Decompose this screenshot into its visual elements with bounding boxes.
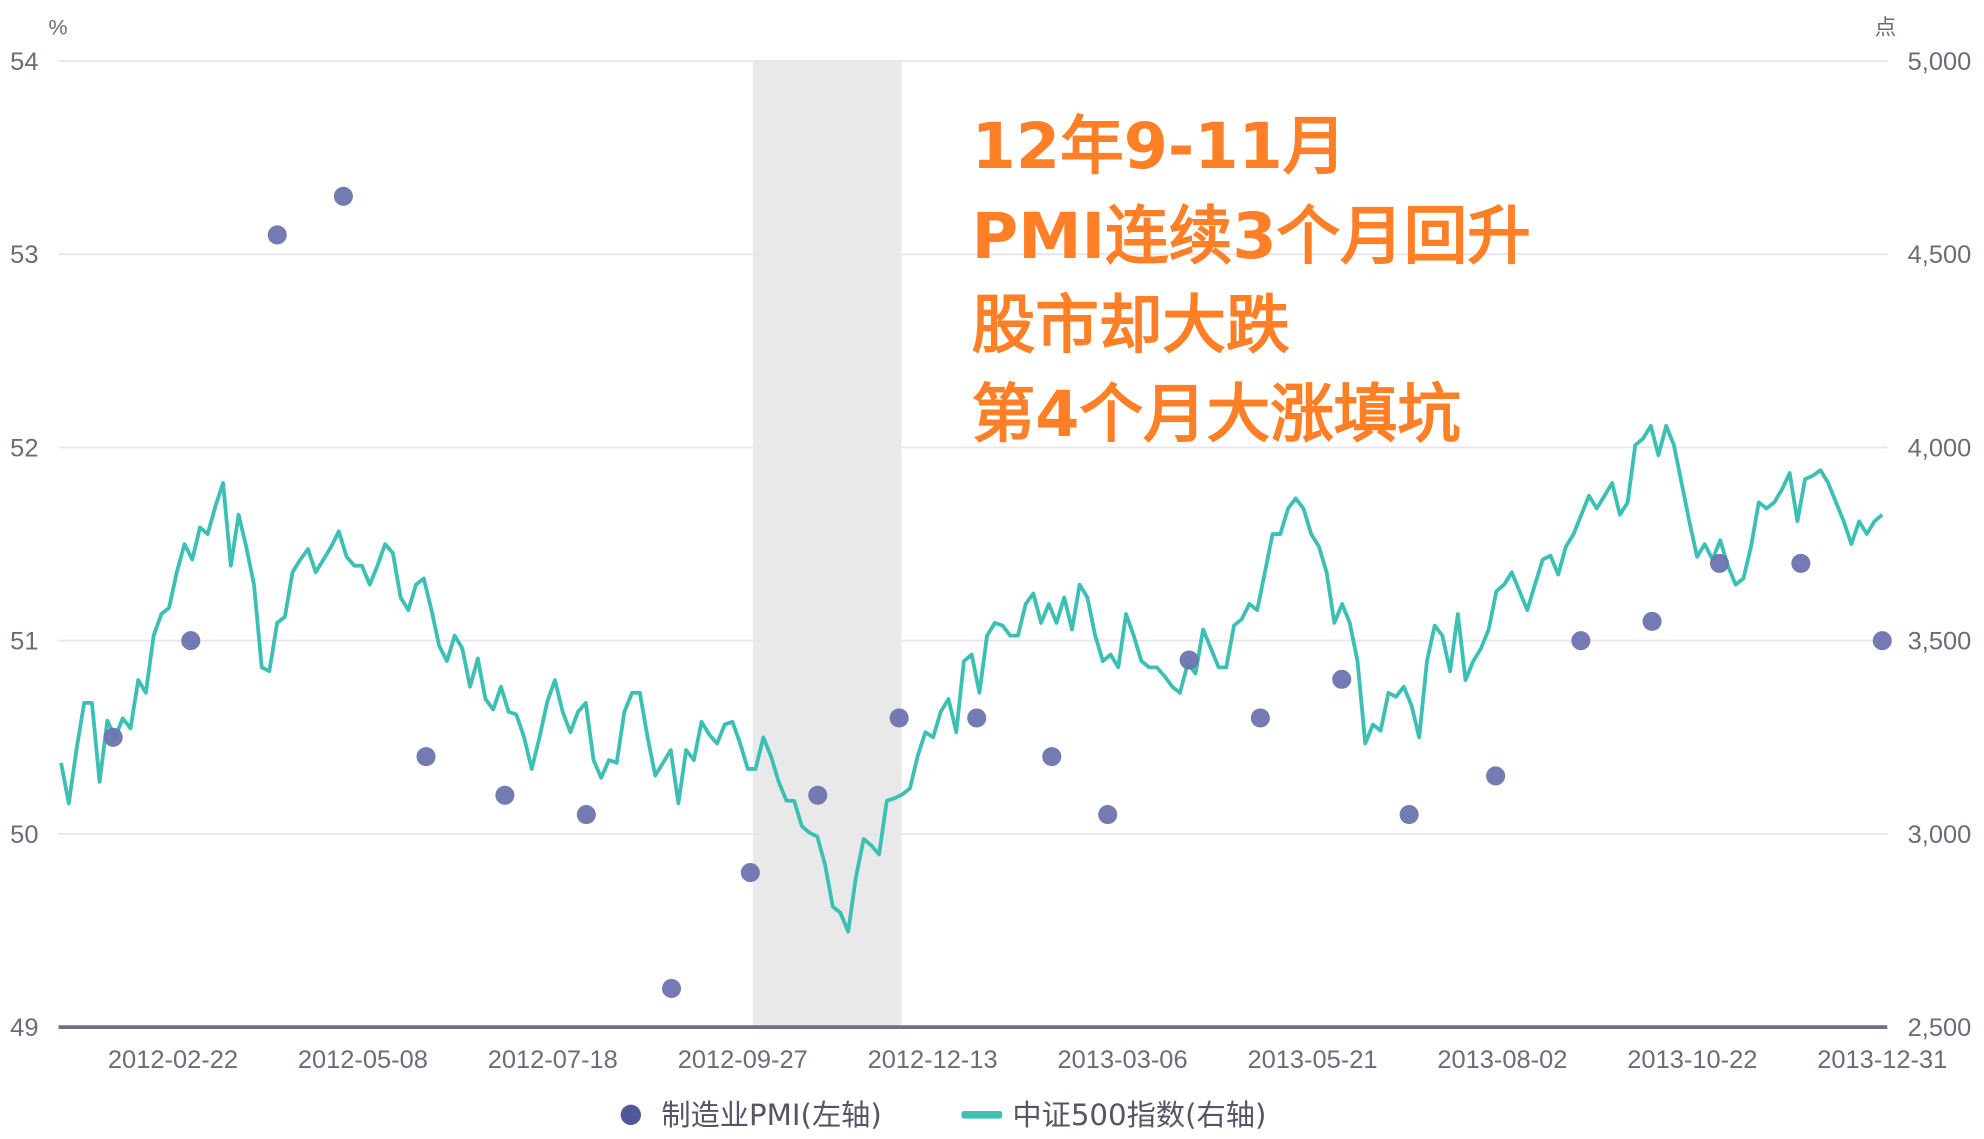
left-tick-label: 53 [10, 241, 38, 269]
pmi-point[interactable] [967, 708, 987, 728]
x-tick-label: 2012-12-13 [868, 1046, 998, 1074]
pmi-point[interactable] [1709, 553, 1730, 573]
highlight-band [752, 61, 902, 1028]
pmi-point[interactable] [740, 863, 760, 883]
x-tick-label: 2013-08-02 [1437, 1046, 1567, 1074]
legend-label-csi500: 中证500指数(右轴) [1012, 1098, 1266, 1132]
annotation-line-4: 第4个月大涨填坑 [972, 377, 1461, 451]
pmi-point[interactable] [1872, 631, 1892, 651]
right-tick-label: 3,500 [1908, 628, 1972, 656]
left-tick-label: 50 [10, 821, 38, 849]
x-tick-label: 2012-05-08 [298, 1046, 428, 1074]
legend: 制造业PMI(左轴) 中证500指数(右轴) [620, 1098, 1266, 1132]
pmi-point[interactable] [808, 785, 828, 805]
left-tick-label: 54 [10, 48, 38, 76]
pmi-point[interactable] [576, 805, 596, 825]
annotation-line-3: 股市却大跌 [972, 288, 1290, 362]
pmi-point[interactable] [1042, 747, 1062, 767]
series-line-csi500 [59, 423, 1884, 934]
pmi-point[interactable] [1250, 708, 1270, 728]
pmi-point[interactable] [661, 978, 682, 999]
legend-item-csi500[interactable]: 中证500指数(右轴) [961, 1098, 1266, 1132]
x-tick-label: 2013-05-21 [1247, 1046, 1377, 1074]
left-axis-unit: % [48, 14, 67, 39]
pmi-point[interactable] [1098, 805, 1118, 825]
legend-label-pmi: 制造业PMI(左轴) [661, 1098, 882, 1132]
pmi-point[interactable] [181, 631, 201, 651]
pmi-point[interactable] [1486, 766, 1506, 786]
right-tick-label: 5,000 [1908, 48, 1972, 76]
legend-marker-pmi [620, 1104, 641, 1126]
right-tick-label: 3,000 [1908, 821, 1972, 849]
x-tick-label: 2012-02-22 [108, 1046, 238, 1074]
pmi-point[interactable] [1571, 631, 1591, 651]
pmi-point[interactable] [333, 186, 353, 206]
annotation-line-1: 12年9-11月 [972, 109, 1347, 183]
x-tick-label: 2013-12-31 [1817, 1046, 1947, 1074]
pmi-point[interactable] [103, 727, 123, 747]
legend-marker-csi500 [961, 1111, 1003, 1119]
pmi-point[interactable] [495, 785, 515, 805]
x-tick-label: 2012-07-18 [488, 1046, 618, 1074]
left-tick-label: 52 [10, 434, 38, 462]
right-axis: 2,500 3,000 3,500 4,000 4,500 5,000 [1908, 48, 1972, 1042]
pmi-point[interactable] [1179, 650, 1199, 670]
pmi-point[interactable] [1399, 805, 1419, 825]
right-tick-label: 4,000 [1908, 434, 1972, 462]
left-axis: 49 50 51 52 53 54 [10, 48, 38, 1042]
x-axis: 2012-02-22 2012-05-08 2012-07-18 2012-09-27… [108, 1046, 1947, 1074]
legend-item-pmi[interactable]: 制造业PMI(左轴) [620, 1098, 882, 1132]
right-axis-unit: 点 [1875, 14, 1897, 39]
right-tick-label: 2,500 [1908, 1014, 1972, 1042]
pmi-point[interactable] [416, 747, 436, 767]
right-tick-label: 4,500 [1908, 241, 1972, 269]
gridlines [58, 60, 1888, 835]
annotation-line-2: PMI连续3个月回升 [972, 199, 1531, 273]
pmi-point[interactable] [1791, 553, 1811, 573]
pmi-point[interactable] [889, 708, 909, 728]
x-tick-label: 2013-10-22 [1627, 1046, 1757, 1074]
pmi-point[interactable] [267, 225, 287, 245]
left-tick-label: 49 [10, 1014, 38, 1042]
x-tick-label: 2012-09-27 [678, 1046, 808, 1074]
pmi-point[interactable] [1332, 669, 1352, 689]
annotation: 12年9-11月 PMI连续3个月回升 股市却大跌 第4个月大涨填坑 [972, 109, 1531, 451]
pmi-point[interactable] [1642, 611, 1662, 631]
series-pmi [103, 186, 1892, 999]
x-tick-label: 2013-03-06 [1058, 1046, 1188, 1074]
left-tick-label: 51 [10, 628, 38, 656]
